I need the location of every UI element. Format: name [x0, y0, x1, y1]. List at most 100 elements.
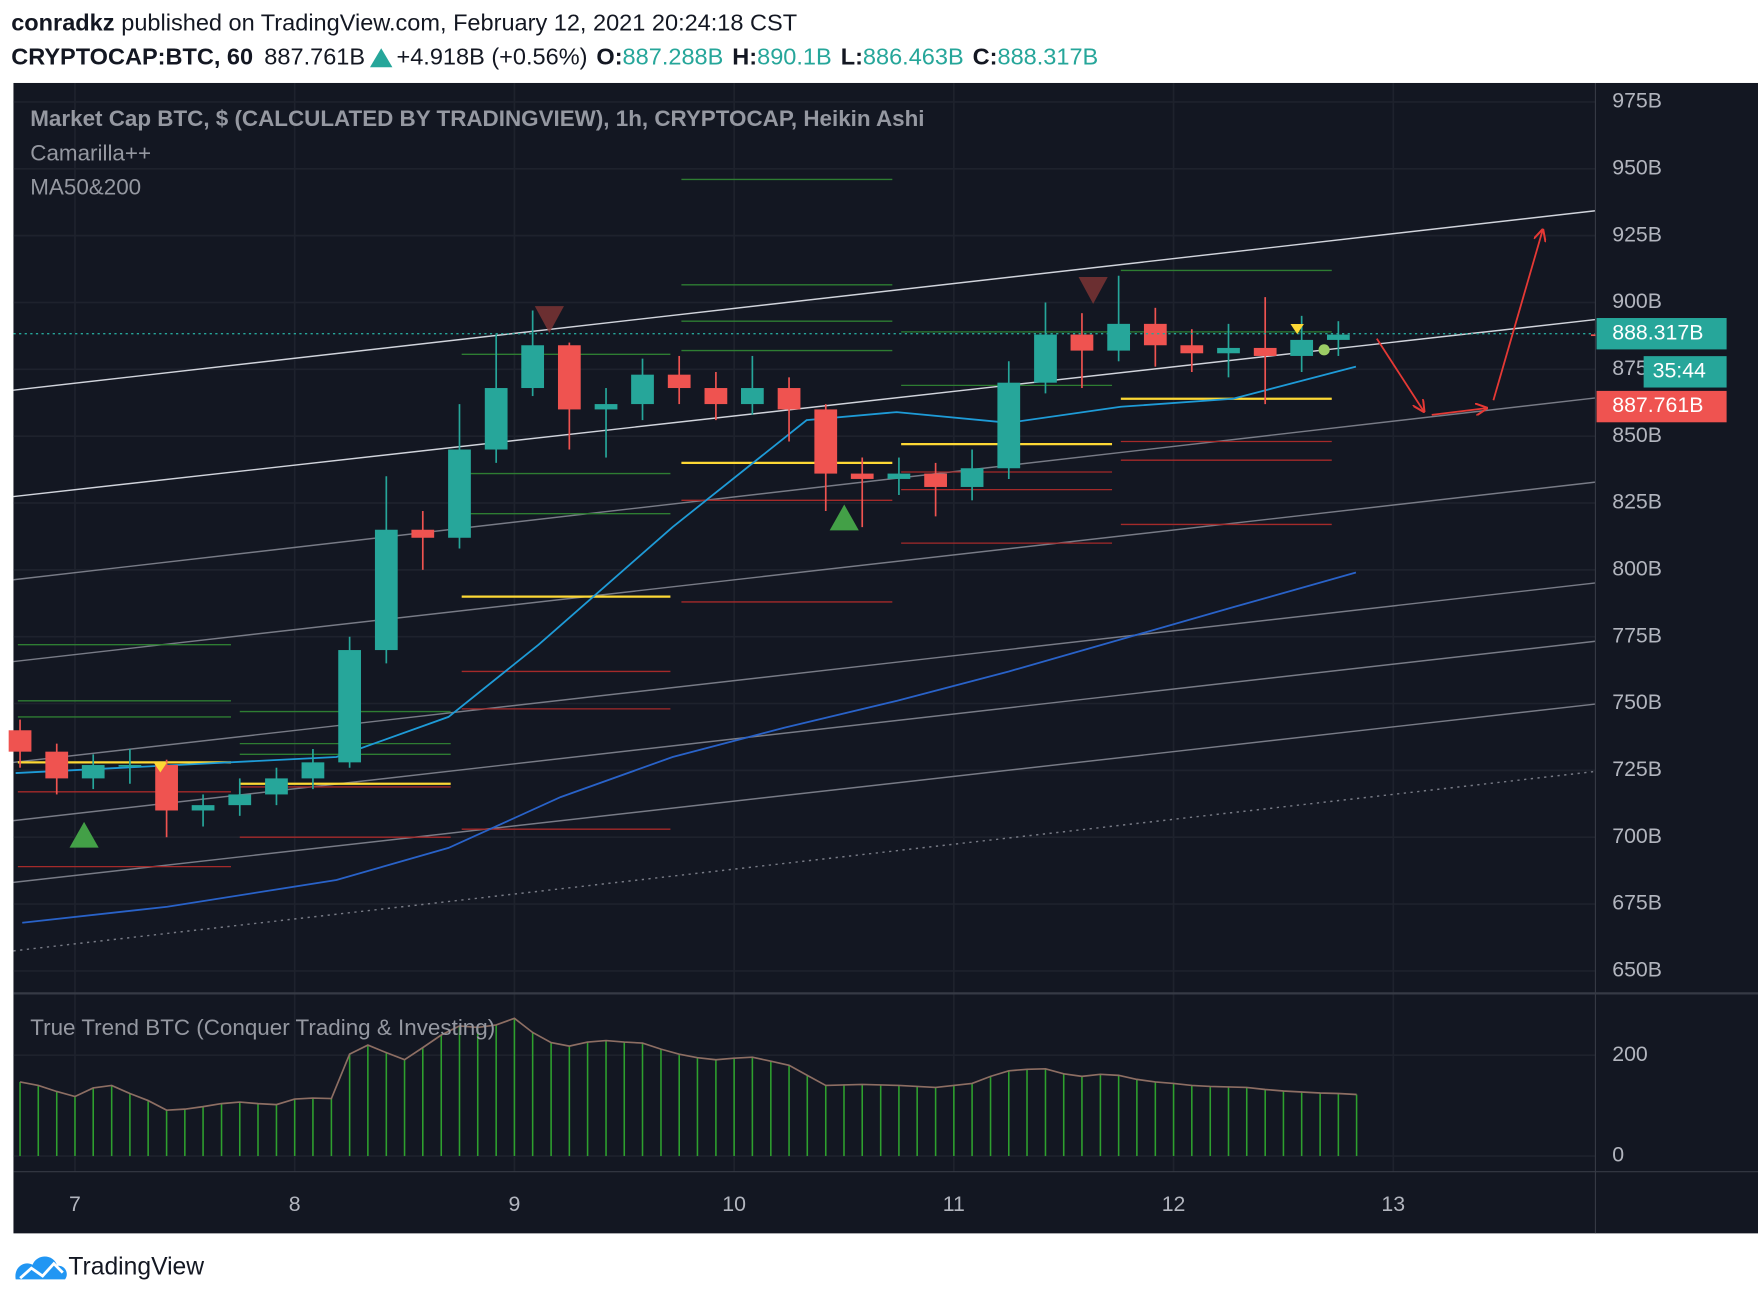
y-tick-label: 825B [1612, 490, 1662, 514]
axes [13, 82, 1758, 1234]
countdown-box [1643, 356, 1727, 388]
last-price-label: 888.317B [1612, 320, 1703, 344]
y-tick-label: 900B [1612, 289, 1662, 313]
candle-body [338, 650, 361, 763]
trendline [13, 397, 1596, 581]
candle-body [1253, 347, 1277, 356]
candle-body [997, 382, 1021, 469]
logo-line [19, 1261, 64, 1280]
buy-signal [69, 821, 99, 848]
symbol-line: CRYPTOCAP:BTC, 60 887.761B +4.918B (+0.56%… [11, 44, 1098, 70]
pivot-dot [1318, 344, 1330, 356]
candle-body [265, 778, 288, 795]
countdown-label: 35:44 [1653, 358, 1706, 382]
y-tick-label: 800B [1612, 556, 1662, 580]
y-tick-label: 775B [1612, 623, 1662, 647]
chart-title: Market Cap BTC, $ (CALCULATED BY TRADING… [30, 106, 924, 131]
y-tick-label: 750B [1612, 690, 1662, 714]
candle-body [740, 388, 764, 405]
ohlc-value: 887.288B [623, 44, 724, 70]
candle-body [45, 751, 69, 779]
x-tick-label: 10 [722, 1192, 746, 1216]
candle-body [155, 765, 178, 811]
candle-body [301, 762, 325, 779]
y-tick-label: 200 [1612, 1042, 1648, 1066]
candle-body [118, 765, 142, 767]
author: conradkz [11, 10, 114, 36]
arrow [1376, 338, 1424, 412]
tradingview-logo: TradingView [15, 1254, 204, 1281]
moving-average [15, 365, 1357, 774]
price: 887.761B [264, 44, 365, 70]
ohlc-value: 888.317B [997, 44, 1098, 70]
indicator-legend: MA50&200 [30, 174, 141, 199]
candle-body [887, 473, 911, 479]
candle-body [1034, 334, 1057, 383]
trendline [13, 703, 1596, 884]
axis-labels: 7 8 9 10 11 12 13 650B 675B 700B 725B 750B 775B 800B 8… [69, 89, 1727, 1216]
arrow [1492, 230, 1542, 401]
signal-markers [69, 276, 1330, 848]
current-price-box [1596, 390, 1727, 423]
ohlc-value: 890.1B [757, 44, 832, 70]
candle-body [374, 529, 398, 651]
candle-body [1326, 334, 1350, 340]
y-tick-label: 675B [1612, 891, 1662, 915]
plot [8, 178, 1596, 1157]
candle-body [448, 449, 471, 538]
candle-body [1143, 323, 1167, 346]
trendline [13, 318, 1596, 498]
candle-body [631, 374, 654, 405]
header-line: conradkz published on TradingView.com, Fe… [11, 10, 797, 36]
ohlc-key: C: [973, 44, 998, 70]
trendline [13, 481, 1596, 663]
candle-body [924, 473, 947, 487]
sell-signal [1078, 276, 1108, 304]
x-tick-label: 7 [69, 1192, 81, 1216]
buy-signal [829, 504, 859, 531]
trendline [13, 210, 1596, 391]
y-tick-label: 0 [1612, 1143, 1624, 1167]
ohlc-value: 886.463B [863, 44, 964, 70]
y-tick-label: 850B [1612, 423, 1662, 447]
candle-body [1180, 345, 1204, 354]
candle-body [814, 409, 838, 474]
y-tick-label: 950B [1612, 155, 1662, 179]
arrow [1431, 408, 1487, 416]
ohlc-key: O: [596, 44, 622, 70]
candle-body [850, 473, 874, 479]
candle-body [8, 730, 32, 752]
candle-body [191, 805, 215, 811]
x-tick-label: 8 [289, 1192, 301, 1216]
candle-body [228, 794, 252, 806]
candle-body [521, 345, 545, 389]
x-tick-label: 9 [508, 1192, 520, 1216]
candle-body [667, 374, 691, 389]
indicator-legend: Camarilla++ [30, 141, 151, 166]
candle-body [1107, 323, 1131, 351]
candle-body [557, 345, 581, 410]
indicator-title: True Trend BTC (Conquer Trading & Invest… [30, 1015, 495, 1040]
chart-background [13, 82, 1758, 1234]
trendline [13, 582, 1596, 764]
candle-body [704, 388, 728, 405]
y-tick-label: 975B [1612, 89, 1662, 113]
x-tick-label: 13 [1381, 1192, 1405, 1216]
candle-body [484, 388, 508, 450]
last-price-box [1596, 318, 1727, 350]
y-tick-label: 650B [1612, 958, 1662, 982]
published: published on TradingView.com, February 1… [121, 10, 797, 36]
y-tick-label: 925B [1612, 222, 1662, 246]
candle-body [777, 388, 801, 410]
candle-body [1217, 347, 1240, 354]
trendline [13, 770, 1596, 952]
pivot-marker [1290, 324, 1304, 335]
up-icon [369, 48, 393, 68]
sell-signal [534, 306, 564, 334]
x-tick-label: 12 [1162, 1192, 1186, 1216]
candle-body [960, 468, 984, 487]
y-tick-label: 700B [1612, 824, 1662, 848]
candle-body [411, 529, 435, 538]
